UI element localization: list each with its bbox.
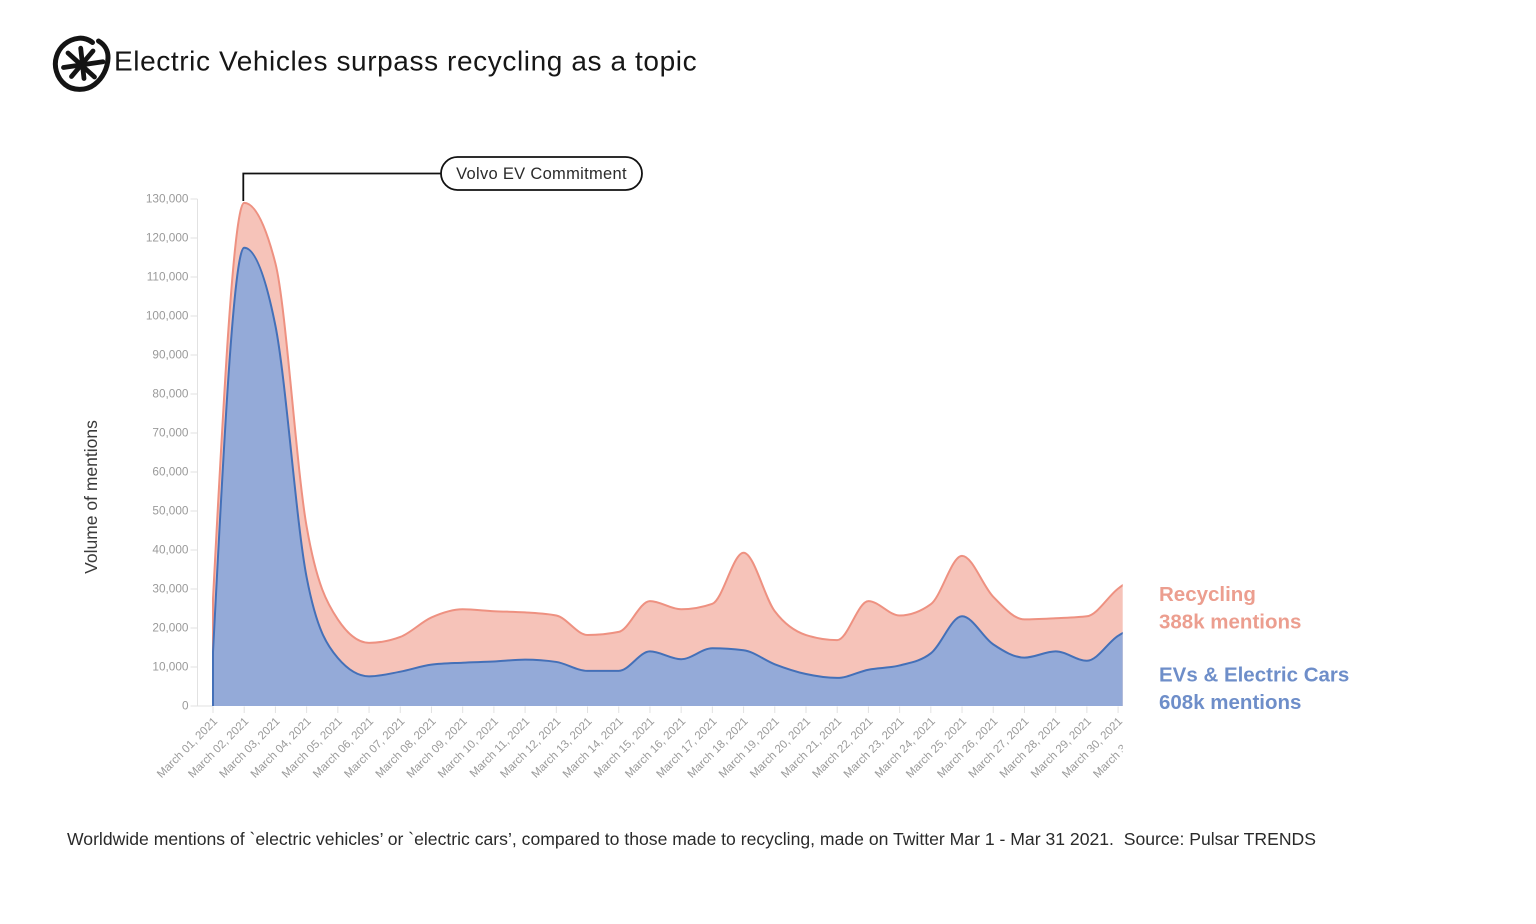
svg-text:90,000: 90,000	[152, 348, 189, 362]
svg-text:100,000: 100,000	[146, 309, 189, 323]
svg-text:Electric Vehicles surpass recy: Electric Vehicles surpass recycling as a…	[114, 46, 697, 77]
svg-text:130,000: 130,000	[146, 192, 189, 206]
svg-text:20,000: 20,000	[152, 621, 189, 635]
svg-text:120,000: 120,000	[146, 231, 189, 245]
svg-text:60,000: 60,000	[152, 465, 189, 479]
svg-text:110,000: 110,000	[147, 270, 189, 284]
svg-text:50,000: 50,000	[152, 504, 189, 518]
svg-text:608k mentions: 608k mentions	[1159, 691, 1301, 714]
svg-text:80,000: 80,000	[152, 387, 189, 401]
svg-text:Worldwide mentions of `electri: Worldwide mentions of `electric vehicles…	[67, 829, 1316, 849]
svg-text:Recycling: Recycling	[1159, 583, 1256, 606]
svg-text:70,000: 70,000	[152, 426, 189, 440]
svg-text:388k mentions: 388k mentions	[1159, 611, 1301, 634]
svg-text:10,000: 10,000	[152, 660, 189, 674]
svg-text:30,000: 30,000	[152, 582, 189, 596]
svg-text:0: 0	[182, 699, 189, 713]
svg-text:40,000: 40,000	[152, 543, 189, 557]
svg-text:Volume of mentions: Volume of mentions	[81, 420, 101, 574]
svg-text:Volvo EV Commitment: Volvo EV Commitment	[456, 165, 627, 183]
svg-text:EVs & Electric Cars: EVs & Electric Cars	[1159, 664, 1349, 687]
